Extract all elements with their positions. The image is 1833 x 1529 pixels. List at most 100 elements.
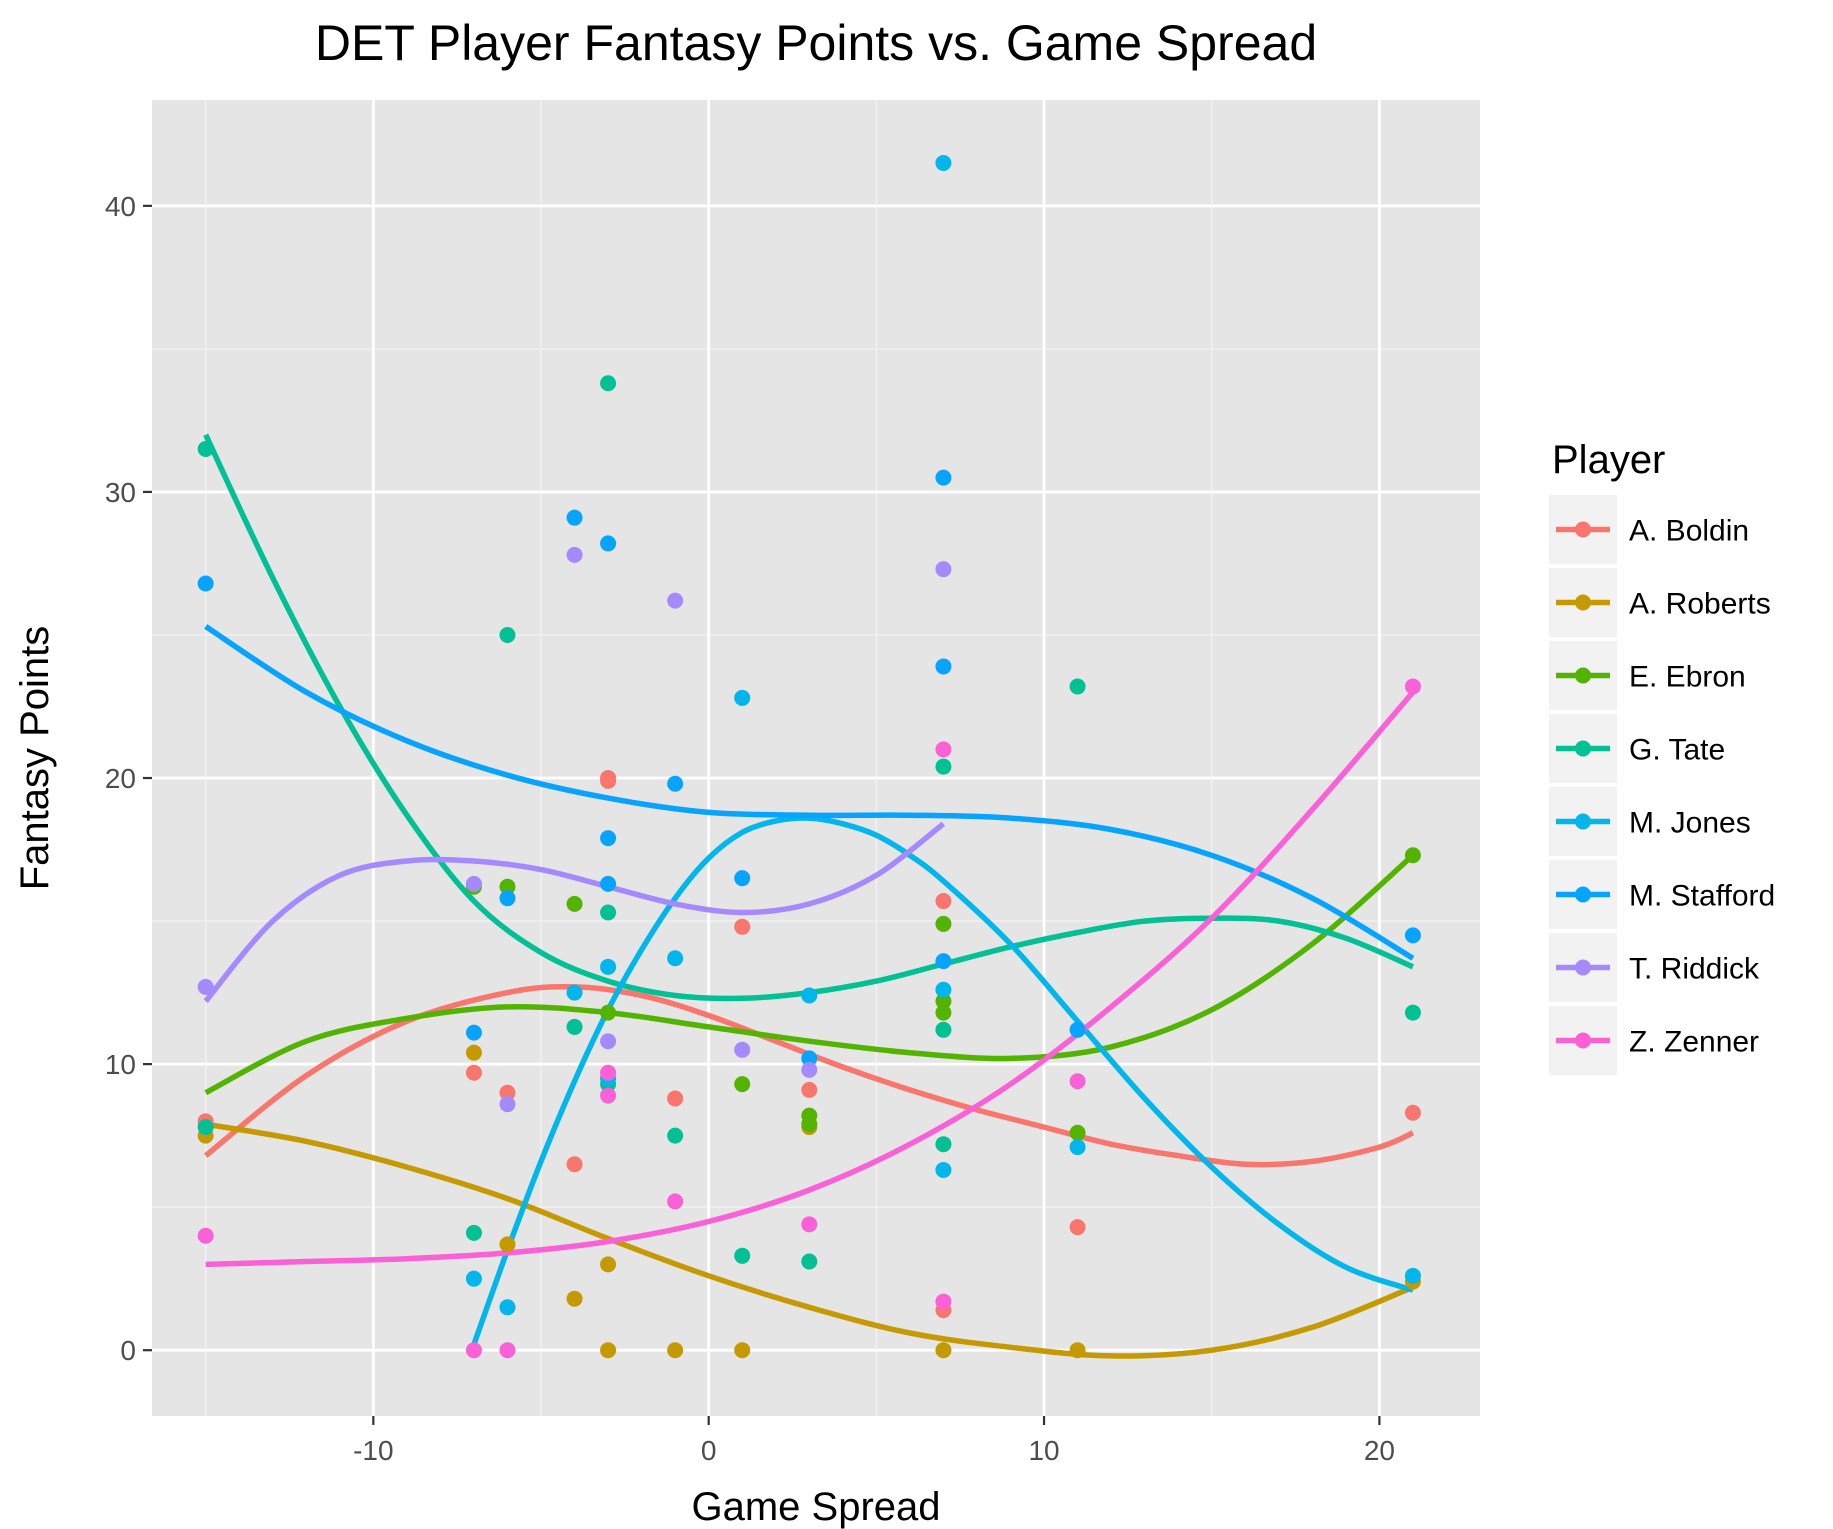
y-tick-label: 20 <box>105 763 136 794</box>
point-m-stafford <box>935 469 952 486</box>
point-a-roberts <box>667 1342 684 1359</box>
y-axis-title: Fantasy Points <box>13 626 57 891</box>
legend-item-m-jones: M. Jones <box>1549 787 1751 856</box>
trend-line-t-riddick <box>203 821 946 1003</box>
legend-key-point <box>1575 1032 1591 1049</box>
point-e-ebron <box>499 878 516 895</box>
point-a-roberts <box>600 1256 617 1273</box>
legend-item-a-boldin: A. Boldin <box>1549 495 1749 564</box>
legend-item-g-tate: G. Tate <box>1549 714 1725 783</box>
point-e-ebron <box>600 1004 617 1021</box>
major-gridlines <box>152 100 1480 1416</box>
point-g-tate <box>600 375 617 392</box>
trend-line-a-roberts <box>205 1121 1414 1359</box>
legend-item-e-ebron: E. Ebron <box>1549 641 1746 710</box>
point-g-tate <box>600 904 617 921</box>
legend-key-point <box>1575 740 1591 757</box>
point-m-jones <box>600 958 617 975</box>
point-e-ebron <box>935 993 952 1010</box>
point-m-stafford <box>499 890 516 907</box>
legend-key-point <box>1575 594 1591 611</box>
point-a-boldin <box>499 1084 516 1101</box>
legend-item-z-zenner: Z. Zenner <box>1549 1006 1759 1075</box>
point-g-tate <box>935 1136 952 1153</box>
point-z-zenner <box>1404 678 1421 695</box>
point-m-stafford <box>935 953 952 970</box>
point-a-boldin <box>734 918 751 935</box>
point-m-jones <box>801 987 818 1004</box>
point-e-ebron <box>566 895 583 912</box>
y-tick-label: 30 <box>105 477 136 508</box>
point-a-roberts <box>1069 1342 1086 1359</box>
y-tick-label: 40 <box>105 191 136 222</box>
point-m-jones <box>566 984 583 1001</box>
y-axis: 0 10 20 30 40 <box>105 191 152 1366</box>
point-m-stafford <box>600 535 617 552</box>
point-m-stafford <box>667 775 684 792</box>
point-m-stafford <box>465 1024 482 1041</box>
point-g-tate <box>566 1018 583 1035</box>
point-g-tate <box>197 441 214 458</box>
point-a-boldin <box>801 1081 818 1098</box>
point-g-tate <box>465 1224 482 1241</box>
point-g-tate <box>935 758 952 775</box>
trend-line-m-jones <box>471 815 1414 1346</box>
point-e-ebron <box>1069 1124 1086 1141</box>
point-m-stafford <box>935 658 952 675</box>
x-axis: -10 0 10 20 <box>353 1416 1395 1466</box>
point-e-ebron <box>935 1004 952 1021</box>
trend-line-m-stafford <box>204 624 1415 961</box>
plot-panel <box>152 100 1480 1416</box>
legend-label: E. Ebron <box>1629 661 1746 694</box>
point-m-stafford <box>1069 1021 1086 1038</box>
point-a-boldin <box>566 1156 583 1173</box>
point-m-jones <box>465 1270 482 1287</box>
point-m-stafford <box>734 870 751 887</box>
point-m-stafford <box>801 1050 818 1067</box>
point-m-stafford <box>600 875 617 892</box>
legend-label: M. Jones <box>1629 807 1751 840</box>
legend-key-point <box>1575 959 1591 976</box>
point-a-boldin <box>935 893 952 910</box>
point-t-riddick <box>197 978 214 995</box>
point-z-zenner <box>935 741 952 758</box>
point-z-zenner <box>465 1342 482 1359</box>
point-g-tate <box>935 1021 952 1038</box>
point-t-riddick <box>935 561 952 578</box>
legend-item-m-stafford: M. Stafford <box>1549 860 1775 929</box>
point-m-jones <box>935 154 952 171</box>
point-e-ebron <box>801 1116 818 1133</box>
legend-label: M. Stafford <box>1629 880 1775 913</box>
point-z-zenner <box>197 1227 214 1244</box>
legend-key-point <box>1575 667 1591 684</box>
point-m-jones <box>734 689 751 706</box>
point-m-jones <box>1404 1267 1421 1284</box>
trend-line-e-ebron <box>204 853 1415 1096</box>
point-g-tate <box>667 1127 684 1144</box>
point-g-tate <box>499 626 516 643</box>
point-z-zenner <box>499 1342 516 1359</box>
legend-item-a-roberts: A. Roberts <box>1549 568 1771 637</box>
point-z-zenner <box>600 1064 617 1081</box>
legend-items: A. Boldin A. Roberts E. Ebron G. Tate M. Jon… <box>1549 495 1775 1075</box>
point-m-jones <box>935 981 952 998</box>
legend-label: A. Roberts <box>1629 588 1771 621</box>
point-t-riddick <box>600 1033 617 1050</box>
point-m-stafford <box>600 830 617 847</box>
point-g-tate <box>801 1253 818 1270</box>
y-tick-label: 0 <box>120 1335 136 1366</box>
x-axis-title: Game Spread <box>691 1485 940 1529</box>
point-a-boldin <box>1404 1104 1421 1121</box>
point-g-tate <box>1069 678 1086 695</box>
point-g-tate <box>197 1119 214 1136</box>
point-z-zenner <box>667 1193 684 1210</box>
point-z-zenner <box>1069 1073 1086 1090</box>
point-a-roberts <box>935 1342 952 1359</box>
legend-label: Z. Zenner <box>1629 1026 1759 1059</box>
point-t-riddick <box>465 875 482 892</box>
point-z-zenner <box>600 1087 617 1104</box>
trend-line-z-zenner <box>205 690 1415 1268</box>
legend-label: T. Riddick <box>1629 953 1760 986</box>
